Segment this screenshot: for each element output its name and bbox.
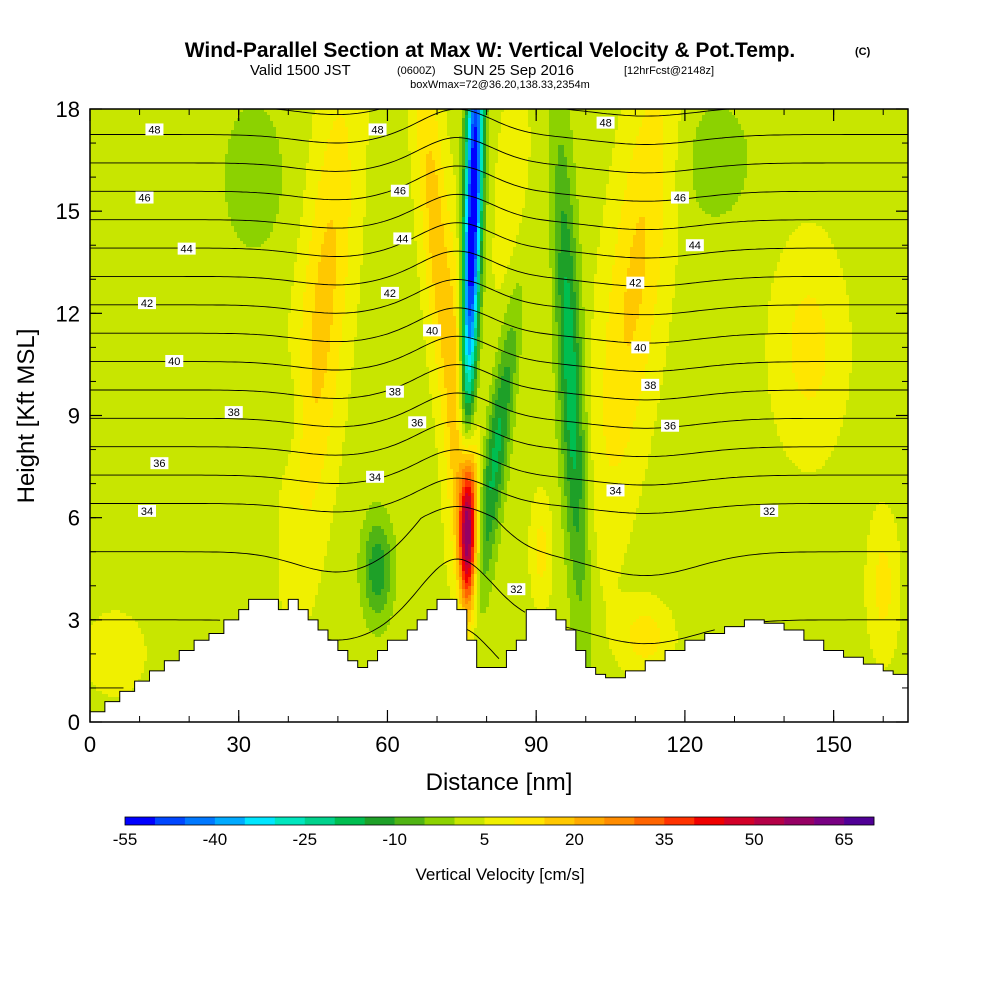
- copyright-mark: (C): [855, 46, 871, 58]
- plot-area: 4846444240383634484644424038363448464442…: [90, 92, 910, 724]
- valid-line: Valid 1500 JST (0600Z) SUN 25 Sep 2016 […: [250, 62, 714, 79]
- valid-date: SUN 25 Sep 2016: [453, 62, 574, 79]
- box-wmax-info: boxWmax=72@36.20,138.33,2354m: [410, 79, 590, 91]
- forecast-info: [12hrFcst@2148z]: [624, 65, 714, 77]
- chart-title: Wind-Parallel Section at Max W: Vertical…: [185, 39, 796, 62]
- valid-utc: (0600Z): [397, 65, 436, 77]
- valid-time: Valid 1500 JST: [250, 62, 351, 79]
